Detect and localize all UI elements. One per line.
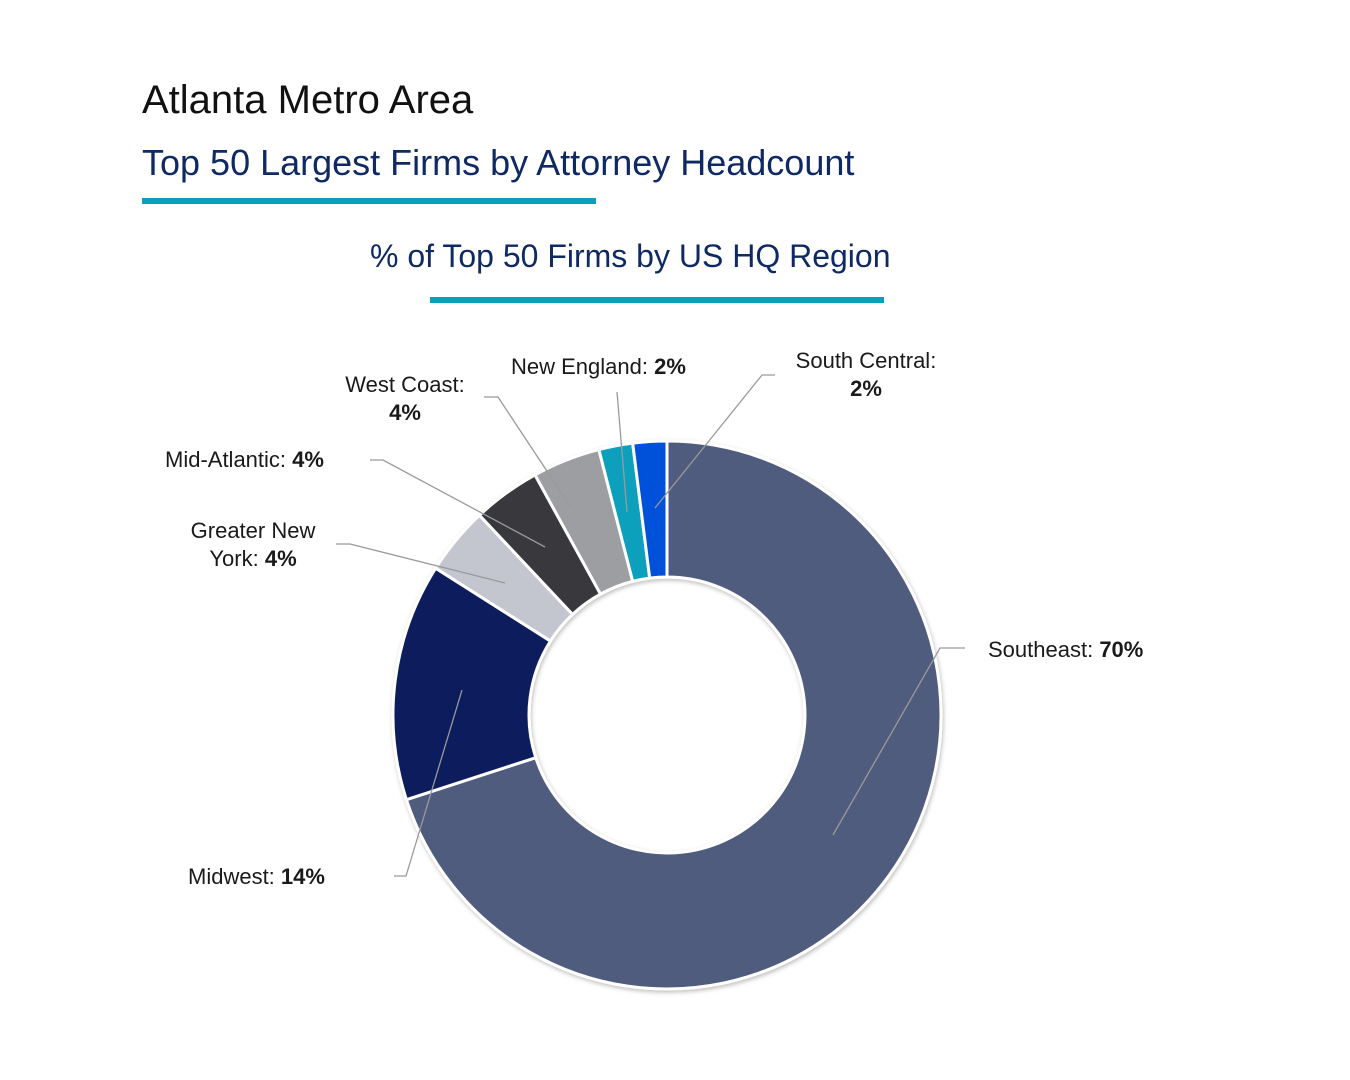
donut-slices bbox=[391, 439, 943, 991]
label-mid-atlantic: Mid-Atlantic: 4% bbox=[165, 447, 324, 472]
subtitle-underline bbox=[142, 198, 596, 204]
chart-title-underline bbox=[430, 297, 884, 303]
leader-lines bbox=[336, 374, 965, 877]
label-greater-new-york-value: York: 4% bbox=[209, 546, 296, 571]
label-west-coast-value: 4% bbox=[389, 400, 421, 425]
chart-title: % of Top 50 Firms by US HQ Region bbox=[370, 238, 891, 274]
slice-south-central bbox=[630, 439, 669, 580]
slice-southeast bbox=[404, 439, 943, 991]
label-south-central: South Central: bbox=[796, 348, 937, 373]
label-midwest: Midwest: 14% bbox=[188, 864, 325, 889]
label-southeast: Southeast: 70% bbox=[988, 637, 1143, 662]
page-subtitle: Top 50 Largest Firms by Attorney Headcou… bbox=[142, 142, 855, 183]
label-new-england: New England: 2% bbox=[511, 354, 686, 379]
slice-midwest bbox=[391, 566, 553, 802]
page-title: Atlanta Metro Area bbox=[142, 78, 474, 122]
label-greater-new-york: Greater New bbox=[191, 518, 316, 543]
label-west-coast: West Coast: bbox=[345, 372, 464, 397]
label-south-central-value: 2% bbox=[850, 376, 882, 401]
